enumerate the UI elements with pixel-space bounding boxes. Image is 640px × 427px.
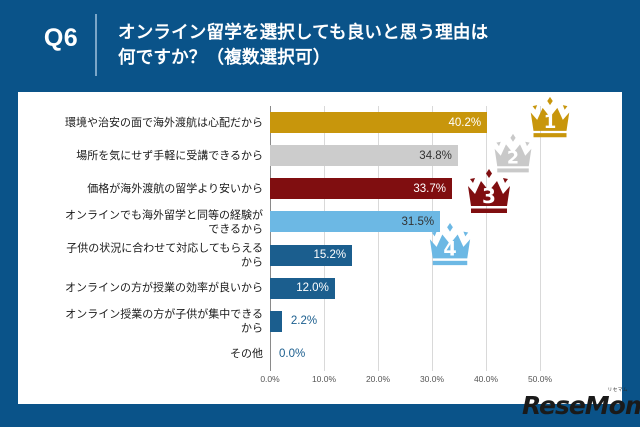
bar[interactable] xyxy=(270,277,335,299)
slide-header: Q6 オンライン留学を選択しても良いと思う理由は 何ですか？（複数選択可） xyxy=(0,0,640,92)
rank-badge-3: 3 xyxy=(464,168,514,216)
category-label: 場所を気にせず手軽に受講できるから xyxy=(31,149,263,163)
question-number: Q6 xyxy=(43,24,79,52)
chart-card: 0.0% 10.0% 20.0% 30.0% 40.0% 50.0% 環境や治安の面で海外渡… xyxy=(18,92,622,404)
chart-row: その他 0.0% xyxy=(230,338,567,371)
chart-row: 子供の状況に合わせて対応してもらえる から 15.2% xyxy=(66,239,567,272)
category-label-line: から xyxy=(241,255,263,269)
chart-row: オンラインでも海外留学と同等の経験が できるから 31.5% xyxy=(65,205,567,238)
resemom-ruby-text: リセマム xyxy=(607,388,628,393)
svg-text:2: 2 xyxy=(507,149,519,169)
resemom-wordmark: ReseMom xyxy=(522,391,640,420)
rank-badge-4: 4 xyxy=(426,222,474,268)
x-tick-label: 10.0% xyxy=(311,374,337,384)
category-label: 環境や治安の面で海外渡航は心配だから xyxy=(31,116,263,130)
bar-value-label: 31.5% xyxy=(401,215,435,228)
category-label-line: その他 xyxy=(230,347,263,361)
gridline-50.0 xyxy=(540,106,541,371)
category-label-line: オンラインでも海外留学と同等の経験が xyxy=(65,208,263,222)
x-tick-label: 50.0% xyxy=(527,374,553,384)
bar-value-label: 40.2% xyxy=(448,116,482,129)
x-tick-label: 30.0% xyxy=(419,374,445,384)
bar-chart: 0.0% 10.0% 20.0% 30.0% 40.0% 50.0% 環境や治安の面で海外渡… xyxy=(18,92,622,404)
chart-row: 場所を気にせず手軽に受講できるから 34.8% xyxy=(76,139,567,172)
category-label: オンライン授業の方が子供が集中できる から xyxy=(31,308,263,336)
bar-value-label: 34.8% xyxy=(419,149,452,162)
bar-value-label: 12.0% xyxy=(296,282,329,295)
resemom-logo: リセマム ReseMom xyxy=(522,388,640,420)
category-label-line: できるから xyxy=(208,221,263,235)
crown-icon: 3 xyxy=(468,169,510,213)
bar-value-label: 2.2% xyxy=(290,315,318,328)
page-title: オンライン留学を選択しても良いと思う理由は 何ですか？（複数選択可） xyxy=(118,20,623,71)
crown-icon: 2 xyxy=(494,133,532,173)
page-title-line-2: 何ですか？（複数選択可） xyxy=(118,47,331,68)
header-divider xyxy=(95,14,97,76)
x-tick-label: 20.0% xyxy=(365,374,391,384)
category-label: オンラインでも海外留学と同等の経験が できるから xyxy=(31,208,263,236)
category-label: 子供の状況に合わせて対応してもらえる から xyxy=(31,241,263,269)
category-label: オンラインの方が授業の効率が良いから xyxy=(31,281,263,295)
category-label-line: から xyxy=(241,321,263,335)
svg-text:4: 4 xyxy=(443,238,456,261)
page-title-line-1: オンライン留学を選択しても良いと思う理由は xyxy=(118,22,489,42)
svg-text:3: 3 xyxy=(482,184,496,208)
bar[interactable] xyxy=(270,178,452,200)
rank-badge-2: 2 xyxy=(491,133,535,175)
crown-icon: 1 xyxy=(530,96,570,138)
category-label-line: 環境や治安の面で海外渡航は心配だから xyxy=(65,115,263,129)
bar-value-label: 33.7% xyxy=(413,182,446,195)
plot-area: 0.0% 10.0% 20.0% 30.0% 40.0% 50.0% 環境や治安の面で海外渡… xyxy=(65,106,567,384)
category-label: 価格が海外渡航の留学より安いから xyxy=(31,182,263,196)
bar[interactable] xyxy=(270,112,488,134)
gridline-30.0 xyxy=(432,106,433,371)
bar[interactable] xyxy=(270,310,282,332)
category-label-line: 価格が海外渡航の留学より安いから xyxy=(87,181,263,195)
category-label: その他 xyxy=(31,348,263,362)
category-label-line: 場所を気にせず手軽に受講できるから xyxy=(76,148,263,162)
gridline-40.0 xyxy=(486,106,487,371)
chart-row: オンラインの方が授業の効率が良いから 12.0% xyxy=(65,272,567,305)
category-label-line: オンラインの方が授業の効率が良いから xyxy=(65,281,263,295)
category-label-line: オンライン授業の方が子供が集中できる xyxy=(65,307,263,321)
chart-row: オンライン授業の方が子供が集中できる から 2.2% xyxy=(65,305,567,338)
x-tick-label: 0.0% xyxy=(260,374,280,384)
x-tick-label: 40.0% xyxy=(473,374,499,384)
bar[interactable] xyxy=(270,211,441,233)
bar-value-label: 15.2% xyxy=(313,249,347,262)
bar[interactable] xyxy=(270,244,353,266)
category-label-line: 子供の状況に合わせて対応してもらえる xyxy=(66,241,263,255)
bar-value-label: 0.0% xyxy=(279,348,306,361)
crown-icon: 4 xyxy=(429,222,471,266)
rank-badge-1: 1 xyxy=(527,96,573,140)
gridline-20.0 xyxy=(378,106,379,371)
chart-row: 価格が海外渡航の留学より安いから 33.7% xyxy=(87,172,567,205)
bar[interactable] xyxy=(270,145,458,167)
gridline-0.0 xyxy=(270,106,271,371)
svg-text:1: 1 xyxy=(544,112,557,133)
gridline-10.0 xyxy=(324,106,325,371)
chart-row: 環境や治安の面で海外渡航は心配だから 40.2% xyxy=(65,106,567,139)
